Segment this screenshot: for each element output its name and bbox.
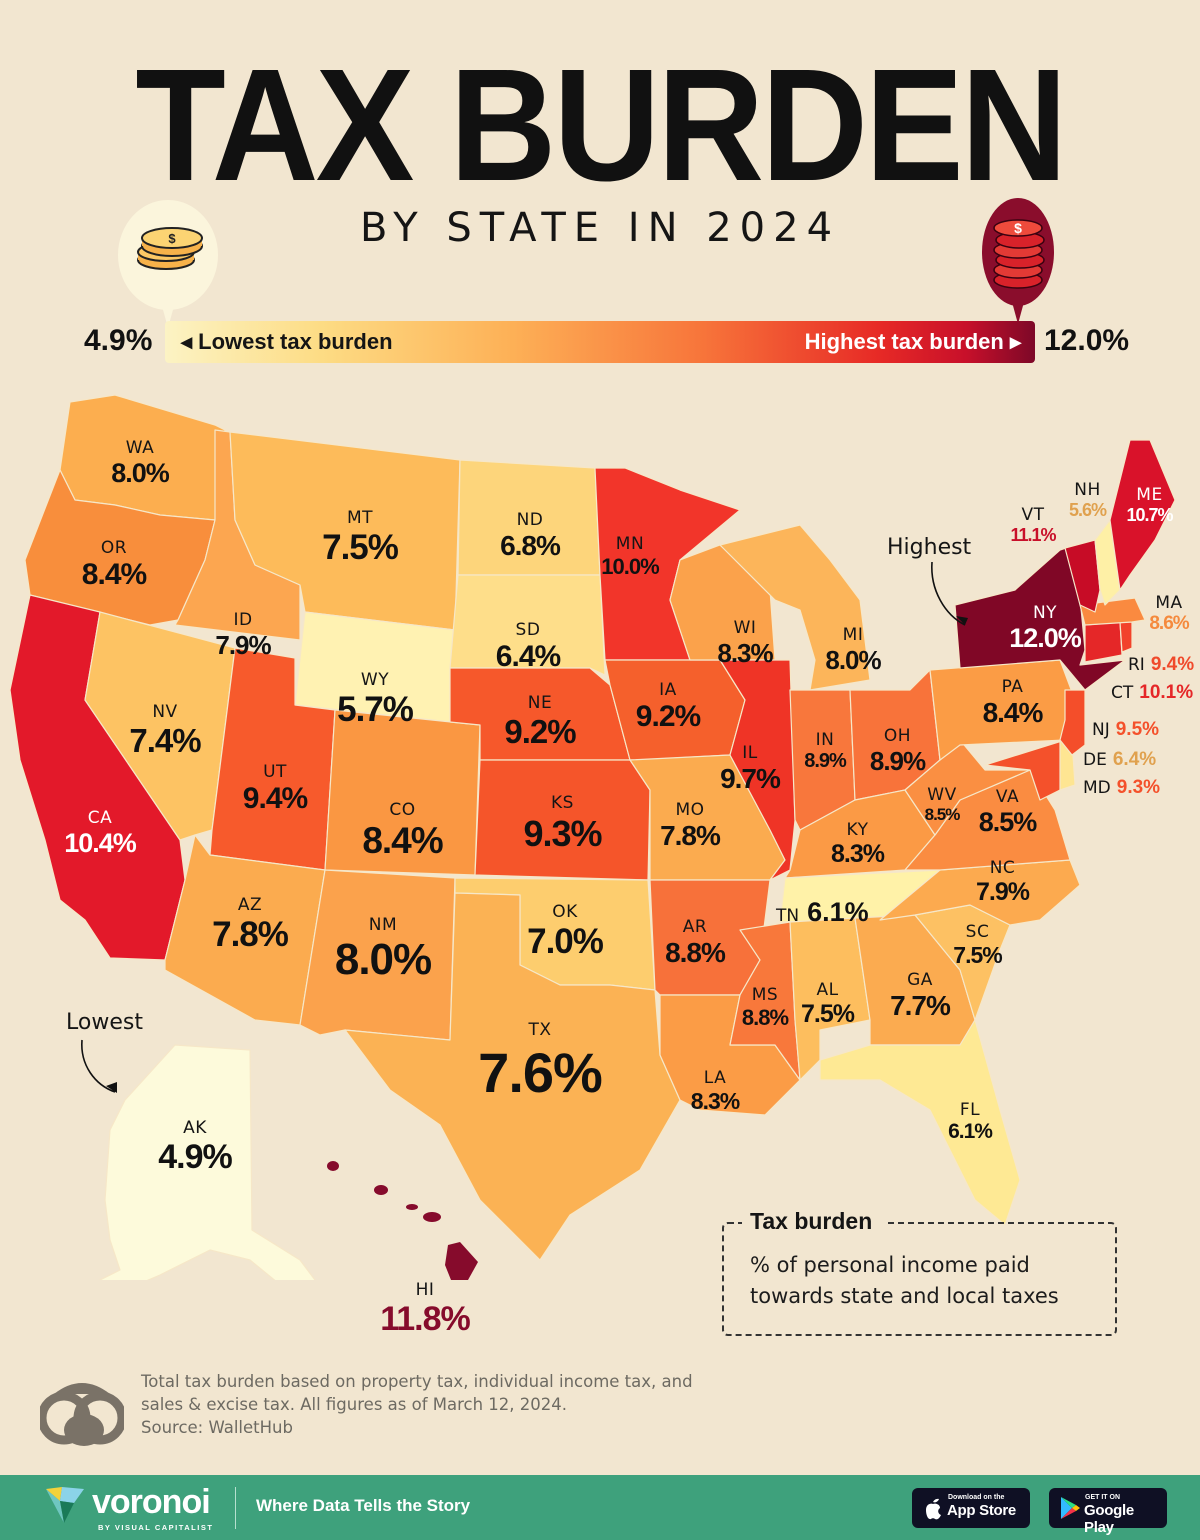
page-subtitle: BY STATE IN 2024 — [359, 205, 841, 251]
label-NY: NY 12.0% — [1009, 603, 1082, 653]
label-MN: MN 10.0% — [601, 534, 659, 579]
label-MT: MT 7.5% — [322, 508, 399, 567]
label-CA: CA 10.4% — [64, 808, 137, 858]
label-WA: WA 8.0% — [111, 438, 170, 488]
us-choropleth-map — [9, 394, 1176, 1280]
label-MD: MD 9.3% — [1083, 777, 1161, 798]
legend-min-value: 4.9% — [84, 324, 153, 357]
label-IA: IA 9.2% — [635, 680, 701, 733]
coins-stack-large-icon: $ — [993, 219, 1045, 289]
label-NM: NM 8.0% — [334, 915, 432, 984]
label-SD: SD 6.4% — [495, 620, 561, 673]
lowest-arrow — [81, 1039, 116, 1093]
label-TN: TN 6.1% — [776, 897, 869, 927]
label-ND: ND 6.8% — [500, 510, 561, 561]
label-ID: ID 7.9% — [215, 610, 271, 660]
label-SC: SC 7.5% — [953, 922, 1002, 968]
label-WY: WY 5.7% — [337, 670, 414, 729]
brand-subtitle: BY VISUAL CAPITALIST — [98, 1523, 214, 1532]
label-AL: AL 7.5% — [801, 980, 855, 1028]
footnote: Total tax burden based on property tax, … — [141, 1372, 693, 1437]
state-FL — [819, 1019, 1021, 1226]
svg-text:$: $ — [1014, 220, 1022, 236]
color-scale-legend: ◂ Lowest tax burden Highest tax burden ▸ — [165, 321, 1035, 363]
high-burden-bubble: $ — [982, 198, 1054, 324]
highest-annotation: Highest — [887, 535, 972, 560]
label-NE: NE 9.2% — [504, 693, 576, 750]
label-NJ: NJ 9.5% — [1092, 719, 1160, 740]
state-VT — [1064, 539, 1101, 613]
state-KS — [474, 759, 651, 881]
label-AZ: AZ 7.8% — [212, 895, 289, 954]
svg-text:$: $ — [168, 231, 176, 246]
state-NY — [954, 544, 1126, 691]
label-ME: ME 10.7% — [1126, 485, 1173, 525]
page-title: TAX BURDEN — [135, 36, 1067, 215]
state-TX — [344, 892, 681, 1261]
label-CO: CO 8.4% — [362, 800, 443, 861]
label-CT: CT 10.1% — [1111, 682, 1194, 703]
highest-arrow — [931, 561, 966, 626]
apple-icon — [926, 1498, 941, 1520]
footer-divider — [235, 1487, 236, 1529]
label-OH: OH 8.9% — [869, 726, 926, 776]
legend-high-label: Highest tax burden ▸ — [804, 329, 1021, 354]
label-NC: NC 7.9% — [976, 858, 1030, 906]
definition-title: Tax burden — [742, 1208, 887, 1235]
state-SD — [449, 574, 606, 676]
low-burden-bubble: $ — [118, 200, 218, 328]
label-TX: TX 7.6% — [478, 1020, 603, 1104]
label-PA: PA 8.4% — [982, 677, 1044, 728]
label-VT: VT 11.1% — [1010, 505, 1056, 545]
tagline: Where Data Tells the Story — [256, 1496, 471, 1515]
label-HI: HI 11.8% — [380, 1280, 471, 1338]
label-DE: DE 6.4% — [1083, 749, 1157, 770]
state-ME — [1109, 439, 1176, 591]
label-LA: LA 8.3% — [690, 1068, 740, 1114]
legend-low-label: ◂ Lowest tax burden — [181, 329, 393, 354]
label-GA: GA 7.7% — [890, 970, 951, 1021]
label-IN: IN 8.9% — [804, 730, 847, 772]
label-MS: MS 8.8% — [741, 985, 789, 1030]
google-play-icon — [1061, 1497, 1080, 1519]
label-OR: OR 8.4% — [81, 538, 147, 591]
label-RI: RI 9.4% — [1128, 654, 1195, 675]
google-play-button[interactable]: GET IT ON Google Play — [1049, 1488, 1167, 1536]
brand-name: voronoi — [92, 1483, 211, 1521]
label-KS: KS 9.3% — [523, 793, 602, 854]
state-RI — [1119, 621, 1133, 653]
definition-box — [722, 1222, 1117, 1336]
label-MA: MA 8.6% — [1149, 593, 1189, 634]
label-UT: UT 9.4% — [242, 762, 308, 815]
app-store-button[interactable]: Download on the App Store — [912, 1488, 1030, 1528]
label-AR: AR 8.8% — [665, 917, 726, 968]
voronoi-logo-icon — [46, 1487, 84, 1523]
label-WV: WV 8.5% — [924, 785, 961, 824]
legend-max-value: 12.0% — [1044, 324, 1130, 357]
label-NH: NH 5.6% — [1068, 480, 1107, 520]
coins-stack-small-icon: $ — [137, 227, 203, 270]
label-KY: KY 8.3% — [831, 820, 885, 868]
label-VA: VA 8.5% — [978, 787, 1038, 837]
piggy-bank-binoculars-icon — [40, 1383, 124, 1446]
definition-text: % of personal income paid towards state … — [750, 1253, 1059, 1308]
label-WI: WI 8.3% — [717, 618, 773, 668]
label-MO: MO 7.8% — [660, 800, 721, 851]
lowest-annotation: Lowest — [66, 1010, 143, 1035]
state-HI — [327, 1161, 478, 1280]
label-MI: MI 8.0% — [825, 625, 881, 675]
label-NV: NV 7.4% — [129, 702, 201, 759]
label-FL: FL 6.1% — [948, 1100, 993, 1143]
state-AK — [98, 1044, 316, 1280]
state-MI — [719, 524, 871, 691]
state-NH — [1094, 519, 1121, 606]
label-IL: IL 9.7% — [720, 743, 781, 794]
label-AK: AK 4.9% — [158, 1118, 233, 1176]
state-MD — [984, 739, 1066, 801]
label-OK: OK 7.0% — [527, 902, 604, 961]
